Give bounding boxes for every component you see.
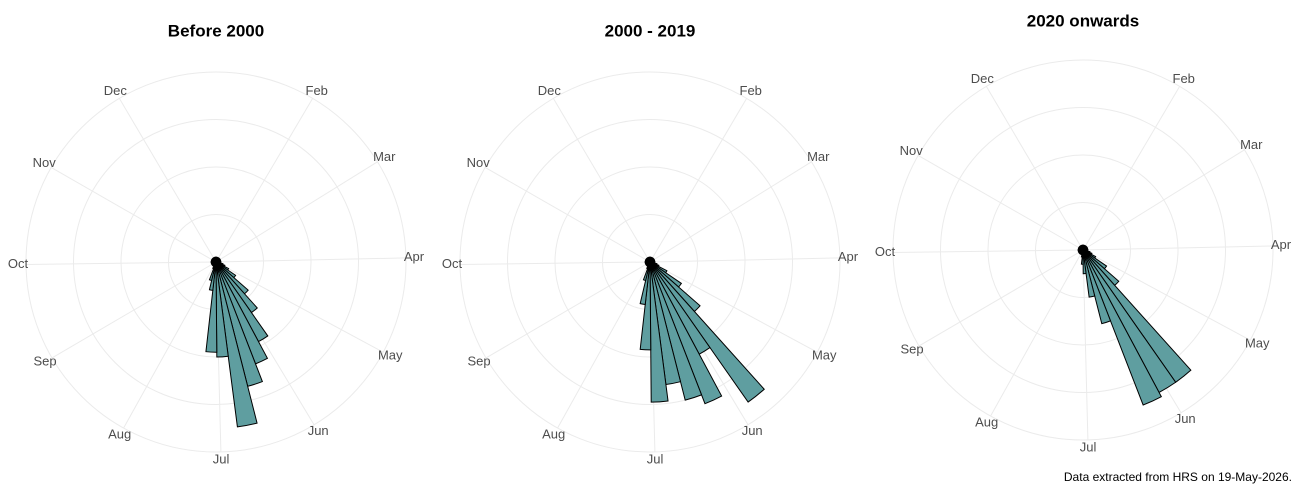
bar — [1082, 249, 1096, 298]
bar — [215, 261, 258, 428]
month-label: Apr — [1271, 237, 1292, 252]
chart-title: 2020 onwards — [1027, 11, 1139, 30]
bar — [639, 261, 652, 351]
grid-spoke — [893, 249, 1084, 253]
bar — [649, 261, 723, 405]
grid-ring — [73, 119, 359, 405]
grid-spoke — [649, 261, 818, 353]
bar — [649, 261, 765, 403]
month-label: Apr — [404, 249, 425, 264]
month-label: Oct — [875, 244, 896, 259]
grid-spoke — [485, 261, 651, 359]
month-label: Jun — [308, 423, 329, 438]
month-label: Aug — [108, 426, 131, 441]
month-label: Jun — [1175, 411, 1196, 426]
grid-ring — [554, 166, 746, 358]
grid-spoke — [215, 261, 384, 353]
grid-ring — [1035, 202, 1131, 298]
grid-ring — [987, 154, 1179, 346]
grid-spoke — [985, 86, 1084, 251]
month-label: Mar — [373, 149, 396, 164]
grid-spoke — [215, 161, 378, 263]
month-label: Dec — [538, 83, 562, 98]
chart-title: 2000 - 2019 — [605, 21, 696, 40]
grid-spoke — [26, 261, 217, 265]
grid-ring — [892, 59, 1274, 441]
month-label: Sep — [34, 353, 57, 368]
grid-spoke — [552, 98, 651, 263]
month-label: Aug — [975, 414, 998, 429]
month-label: Dec — [104, 83, 128, 98]
month-label: Mar — [1240, 137, 1263, 152]
bar — [214, 256, 217, 263]
bar — [1082, 249, 1163, 406]
month-label: May — [378, 347, 403, 362]
grid-spoke — [215, 98, 314, 263]
bar — [649, 261, 703, 401]
month-label: Jun — [742, 423, 763, 438]
month-label: Aug — [542, 426, 565, 441]
month-label: Dec — [971, 71, 995, 86]
grid-spoke — [649, 161, 812, 263]
grid-spoke — [1082, 245, 1273, 251]
grid-spoke — [1082, 149, 1245, 251]
grid-spoke — [484, 167, 651, 263]
grid-ring — [940, 107, 1226, 393]
grid-spoke — [1082, 249, 1251, 341]
grid-ring — [25, 71, 407, 453]
bar — [1082, 249, 1112, 325]
month-label: Jul — [1080, 439, 1097, 454]
caption: Data extracted from HRS on 19-May-2026. — [1063, 470, 1292, 484]
grid-ring — [507, 119, 793, 405]
month-label: Feb — [1173, 71, 1195, 86]
grid-spoke — [118, 98, 217, 263]
month-label: Apr — [838, 249, 859, 264]
bar — [1082, 249, 1177, 394]
month-label: Jul — [647, 451, 664, 466]
month-label: Feb — [306, 83, 328, 98]
bar — [648, 256, 651, 263]
month-label: Sep — [468, 353, 491, 368]
month-label: Mar — [807, 149, 830, 164]
bar — [649, 261, 669, 403]
month-label: Nov — [33, 155, 57, 170]
grid-spoke — [215, 257, 406, 263]
grid-spoke — [649, 257, 840, 263]
grid-spoke — [1082, 86, 1181, 251]
month-label: Oct — [8, 256, 29, 271]
grid-spoke — [557, 261, 651, 429]
month-label: May — [812, 347, 837, 362]
month-label: Nov — [900, 143, 924, 158]
grid-spoke — [123, 261, 217, 429]
grid-spoke — [50, 167, 217, 263]
month-label: Feb — [740, 83, 762, 98]
grid-spoke — [51, 261, 217, 359]
grid-spoke — [1082, 249, 1089, 440]
bar — [205, 261, 218, 353]
grid-spoke — [460, 261, 651, 265]
grid-spoke — [990, 249, 1084, 417]
month-label: Jul — [213, 451, 230, 466]
grid-ring — [120, 166, 312, 358]
month-label: Nov — [467, 155, 491, 170]
month-label: Oct — [442, 256, 463, 271]
grid-spoke — [649, 98, 748, 263]
chart-title: Before 2000 — [168, 21, 264, 40]
bar — [1082, 249, 1087, 275]
month-label: Sep — [901, 341, 924, 356]
bar — [215, 261, 229, 358]
grid-spoke — [918, 249, 1084, 347]
bar — [1081, 244, 1084, 251]
grid-ring — [459, 71, 841, 453]
grid-spoke — [917, 155, 1084, 251]
month-label: May — [1245, 335, 1270, 350]
